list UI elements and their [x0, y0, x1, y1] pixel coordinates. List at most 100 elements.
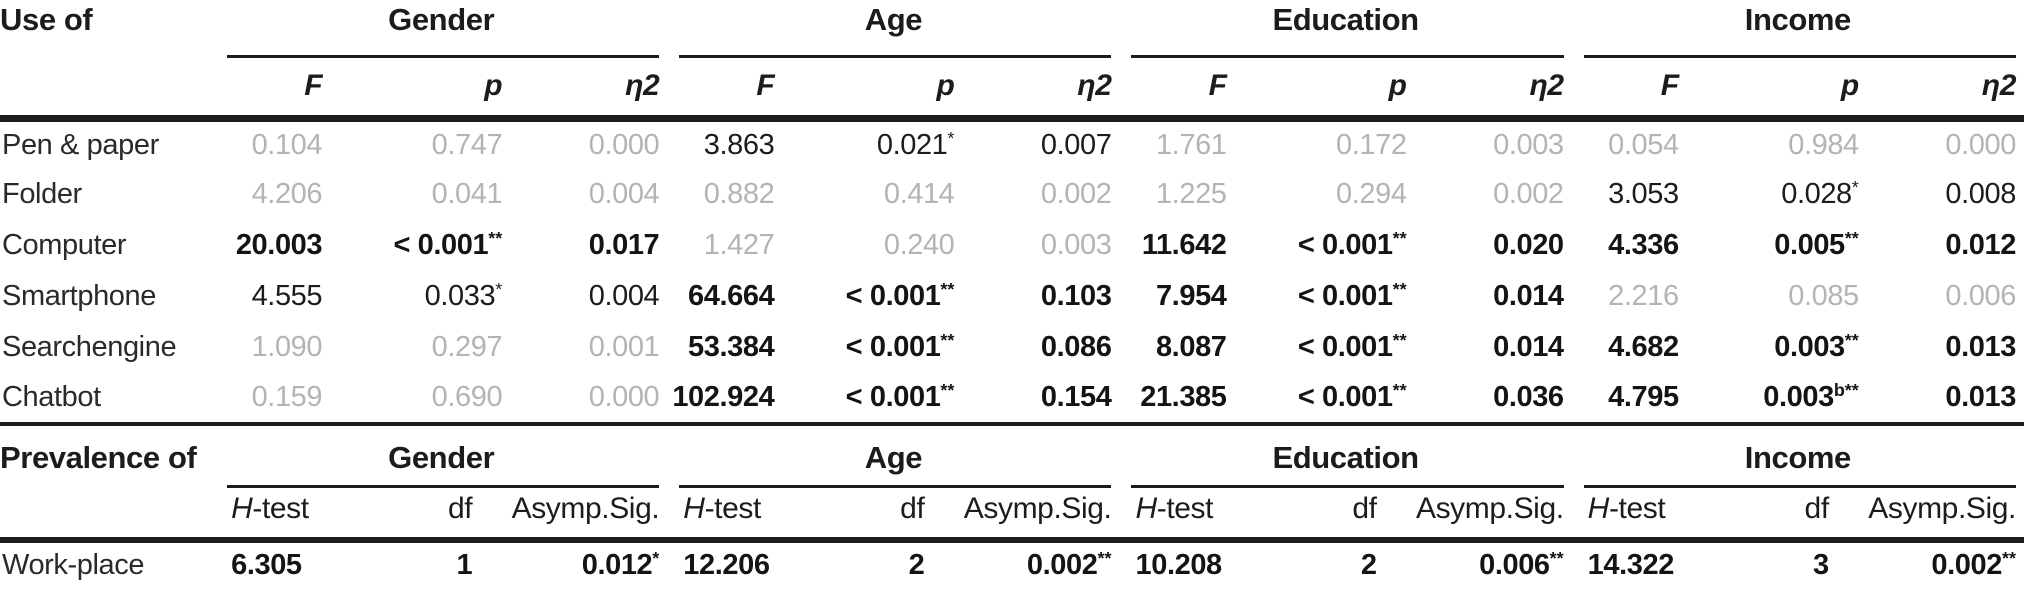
- significance-marker: *: [495, 279, 503, 300]
- column-header-asympsig: Asymp.Sig.: [1384, 488, 1572, 543]
- value-cell: < 0.001**: [1297, 279, 1407, 312]
- value-cell: 0.002**: [1026, 548, 1112, 581]
- value-cell: 0.000: [588, 128, 660, 161]
- value-cell: 1.761: [1155, 128, 1227, 161]
- table-row: Computer 20.003 < 0.001** 0.017 1.427 0.240 0.…: [0, 220, 2024, 271]
- value-cell: 4.206: [251, 178, 323, 210]
- value-cell: < 0.001**: [845, 279, 955, 312]
- value-cell: 0.003: [1493, 128, 1564, 161]
- value-cell: 0.004: [588, 178, 660, 210]
- column-header-df: df: [1269, 488, 1385, 543]
- value-cell: 0.085: [1788, 280, 1859, 312]
- column-header-f: F: [215, 58, 331, 122]
- column-header-df: df: [817, 488, 933, 543]
- row-label: Smartphone: [2, 280, 156, 312]
- value-cell: 1: [456, 549, 473, 581]
- value-cell: 21.385: [1119, 373, 1235, 426]
- value-cell: 4.682: [1608, 331, 1679, 363]
- value-cell: 102.924: [667, 373, 783, 426]
- table-row: Work-place 6.305 1 0.012* 12.206 2 0.002** 10.2…: [0, 540, 2024, 588]
- value-cell: 0.690: [330, 373, 511, 426]
- value-cell: 0.014: [1493, 331, 1564, 363]
- significance-marker: **: [488, 228, 503, 249]
- row-label: Folder: [2, 178, 82, 210]
- group-header-row: Use of Gender Age Education Income: [0, 0, 2024, 122]
- value-cell: 0.012: [1945, 229, 2016, 261]
- value-cell: 0.008: [1945, 178, 2016, 210]
- value-cell: 0.002: [1493, 178, 1564, 210]
- group-header-age: Age: [667, 0, 1119, 58]
- value-cell: 53.384: [688, 331, 775, 363]
- table-row: Pen & paper 0.104 0.747 0.000 3.863 0.021* 0.0…: [0, 118, 2024, 169]
- significance-marker: *: [1851, 177, 1859, 198]
- column-header-p: p: [782, 58, 963, 122]
- column-header-htest: H-test: [667, 488, 818, 543]
- group-header-education: Education: [1119, 426, 1571, 488]
- group-header-income: Income: [1572, 0, 2024, 58]
- value-cell: 0.007: [1040, 128, 1112, 161]
- prevalence-htest-table: Prevalence of Gender Age Education Income H…: [0, 426, 2024, 588]
- value-cell: < 0.001**: [1297, 228, 1407, 261]
- value-cell: 1.090: [251, 331, 323, 363]
- value-cell: 1.225: [1155, 178, 1227, 210]
- significance-marker: **: [1844, 228, 1859, 249]
- row-label: Computer: [2, 229, 127, 261]
- value-cell: 0.006: [1945, 280, 2016, 312]
- value-cell: 4.795: [1571, 373, 1687, 426]
- value-cell: 4.555: [251, 280, 323, 312]
- value-cell: 0.000: [510, 373, 668, 426]
- value-cell: 0.036: [1414, 373, 1572, 426]
- row-label: Chatbot: [0, 373, 216, 426]
- value-cell: 0.747: [431, 128, 503, 161]
- value-cell: 0.104: [251, 128, 323, 161]
- table-row: Chatbot 0.159 0.690 0.000 102.924 < 0.001** 0.…: [0, 373, 2024, 426]
- column-header-eta2: η2: [1414, 58, 1572, 122]
- column-header-htest: H-test: [215, 488, 366, 543]
- value-cell: 3: [1813, 549, 1829, 581]
- group-header-age: Age: [667, 426, 1119, 488]
- significance-marker: **: [1844, 330, 1859, 351]
- value-cell: 0.054: [1608, 128, 1679, 161]
- table-row: Folder 4.206 0.041 0.004 0.882 0.414 0.002 1.22…: [0, 169, 2024, 220]
- italic-letter: H: [1587, 492, 1610, 525]
- value-cell: 0.000: [1945, 128, 2016, 161]
- value-cell: 4.336: [1608, 229, 1679, 261]
- value-cell: 0.014: [1493, 280, 1564, 312]
- value-cell: 0.028*: [1781, 177, 1859, 210]
- value-cell: 0.414: [883, 178, 955, 210]
- value-cell: < 0.001**: [1297, 330, 1407, 363]
- row-label: Work-place: [2, 549, 145, 581]
- significance-marker: **: [1549, 548, 1564, 569]
- subheader-row: H-test df Asymp.Sig. H-test df Asymp.Sig. H-te…: [0, 488, 2024, 543]
- significance-marker: b**: [1833, 380, 1859, 401]
- value-cell: 0.297: [431, 331, 503, 363]
- table-row: Searchengine 1.090 0.297 0.001 53.384 < 0.001…: [0, 322, 2024, 373]
- value-cell: 0.002: [1040, 178, 1112, 210]
- row-label: Searchengine: [2, 331, 177, 363]
- value-cell: 0.004: [588, 280, 660, 312]
- table-row: Smartphone 4.555 0.033* 0.004 64.664 < 0.001*…: [0, 271, 2024, 322]
- column-header-f: F: [1571, 58, 1687, 122]
- value-cell: 0.021*: [876, 127, 955, 161]
- significance-marker: **: [1392, 330, 1407, 351]
- use-of-label: Use of: [0, 0, 216, 122]
- value-cell: 10.208: [1135, 549, 1222, 581]
- column-header-htest: H-test: [1119, 488, 1270, 543]
- value-cell: 3.053: [1608, 178, 1679, 210]
- value-cell: < 0.001**: [393, 228, 503, 261]
- italic-letter: H: [683, 492, 705, 525]
- column-header-eta2: η2: [1866, 58, 2024, 122]
- value-cell: 0.012*: [581, 548, 660, 581]
- column-header-p: p: [1686, 58, 1867, 122]
- value-cell: 0.006**: [1479, 548, 1564, 581]
- value-cell: 0.984: [1788, 128, 1859, 161]
- value-cell: 0.001: [588, 331, 660, 363]
- value-cell: < 0.001**: [845, 330, 955, 363]
- group-header-gender: Gender: [215, 0, 667, 58]
- column-header-df: df: [1721, 488, 1837, 543]
- value-cell: 0.086: [1040, 331, 1112, 363]
- value-cell: 0.294: [1336, 178, 1407, 210]
- value-cell: 0.003b**: [1686, 373, 1867, 426]
- column-header-p: p: [330, 58, 511, 122]
- column-header-f: F: [1119, 58, 1235, 122]
